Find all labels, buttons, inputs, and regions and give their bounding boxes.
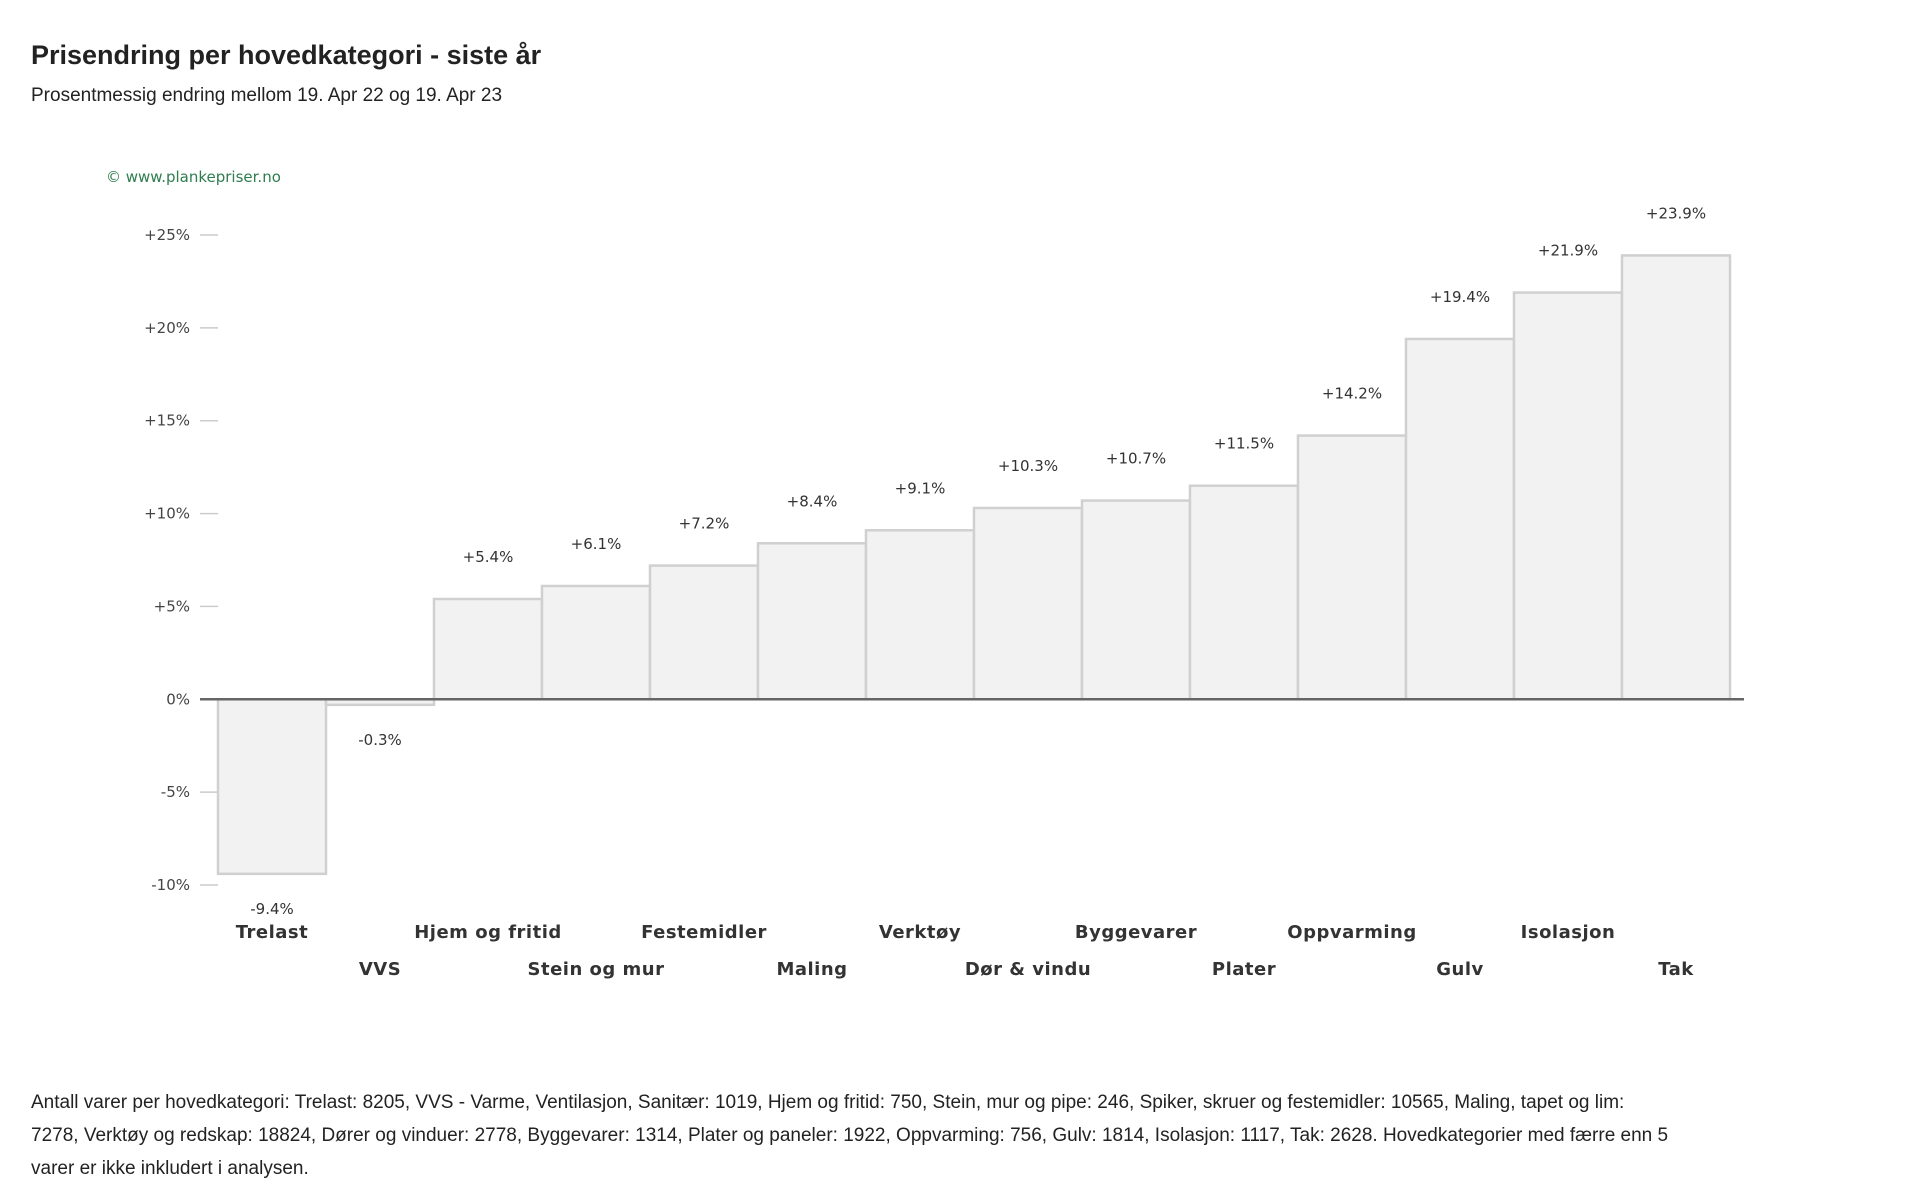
value-label: -9.4% [250, 900, 294, 918]
value-label: +7.2% [679, 515, 730, 533]
category-label-tak: Tak [1658, 959, 1694, 980]
bar-stein-og-mur[interactable] [540, 584, 652, 701]
value-label: -0.3% [358, 731, 402, 749]
category-label-plater: Plater [1212, 959, 1276, 980]
value-label: +10.7% [1106, 450, 1166, 468]
y-tick-label: -5% [161, 783, 190, 801]
bar-hjem-og-fritid[interactable] [432, 597, 544, 701]
bar-verktøy[interactable] [864, 529, 976, 701]
bar-plater[interactable] [1188, 484, 1300, 701]
bar-gulv[interactable] [1404, 337, 1516, 701]
y-tick-label: +25% [144, 226, 190, 244]
value-label: +11.5% [1214, 435, 1274, 453]
y-tick-label: +10% [144, 505, 190, 523]
chart-credit[interactable]: © www.plankepriser.no [106, 168, 281, 186]
value-label: +14.2% [1322, 385, 1382, 403]
bar-byggevarer[interactable] [1080, 499, 1192, 701]
footnote: Antall varer per hovedkategori: Trelast:… [31, 1092, 1669, 1179]
bar-chart: © www.plankepriser.no +25% +20% +15% +10% +5… [106, 168, 1744, 980]
y-tick-label: 0% [166, 690, 190, 708]
category-label-trelast: Trelast [236, 922, 309, 943]
value-label: +10.3% [998, 457, 1058, 475]
category-label-hjem-og-fritid: Hjem og fritid [414, 922, 562, 943]
y-tick-label: +15% [144, 412, 190, 430]
y-tick-label: +20% [144, 319, 190, 337]
category-label-byggevarer: Byggevarer [1075, 922, 1197, 943]
bar-festemidler[interactable] [648, 564, 760, 701]
bar-isolasjon[interactable] [1512, 291, 1624, 701]
category-label-maling: Maling [776, 959, 847, 980]
y-axis: +25% +20% +15% +10% +5% 0% -5% -10% [144, 226, 218, 894]
category-label-verktøy: Verktøy [879, 922, 961, 943]
bar-trelast[interactable] [216, 698, 328, 876]
category-label-vvs: VVS [359, 959, 401, 980]
bars [216, 254, 1732, 876]
value-label: +23.9% [1646, 204, 1706, 222]
y-tick-label: +5% [154, 597, 190, 615]
value-label: +19.4% [1430, 288, 1490, 306]
bar-tak[interactable] [1620, 254, 1732, 701]
value-label: +9.1% [895, 479, 946, 497]
value-labels: -9.4% -0.3% +5.4% +6.1% +7.2% +8.4% +9.1% +10.3… [250, 204, 1706, 917]
category-label-festemidler: Festemidler [641, 922, 767, 943]
category-label-stein-og-mur: Stein og mur [528, 959, 665, 980]
bar-oppvarming[interactable] [1296, 434, 1408, 701]
category-label-isolasjon: Isolasjon [1521, 922, 1616, 943]
category-label-dør-and-vindu: Dør & vindu [965, 959, 1091, 980]
bar-maling[interactable] [756, 542, 868, 701]
page-title: Prisendring per hovedkategori - siste år [31, 40, 542, 70]
page-subtitle: Prosentmessig endring mellom 19. Apr 22 … [31, 85, 503, 106]
category-label-oppvarming: Oppvarming [1287, 922, 1416, 943]
value-label: +5.4% [463, 548, 514, 566]
category-labels: Trelast VVS Hjem og fritid Stein og mur Fest… [236, 922, 1694, 980]
value-label: +8.4% [787, 492, 838, 510]
value-label: +21.9% [1538, 242, 1598, 260]
y-tick-label: -10% [151, 876, 190, 894]
bar-dør-and-vindu[interactable] [972, 506, 1084, 701]
category-label-gulv: Gulv [1436, 959, 1484, 980]
value-label: +6.1% [571, 535, 622, 553]
